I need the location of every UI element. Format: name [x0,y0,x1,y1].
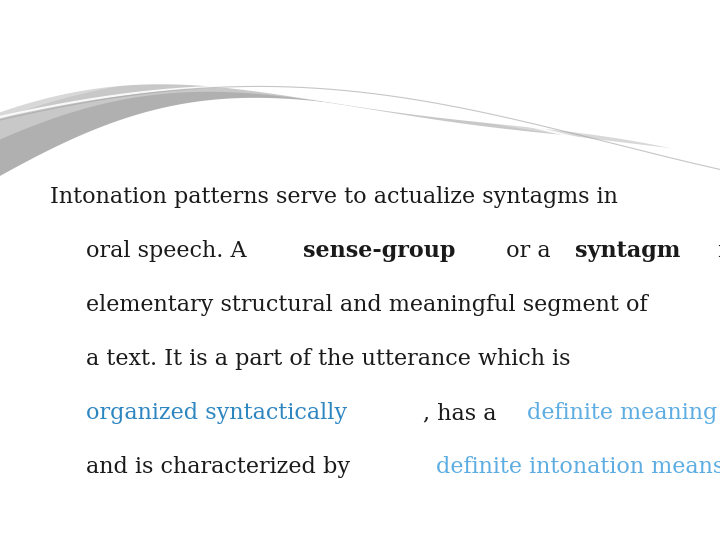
Text: elementary structural and meaningful segment of: elementary structural and meaningful seg… [86,294,648,316]
Polygon shape [0,0,720,160]
Text: organized syntactically: organized syntactically [86,402,348,424]
Polygon shape [0,0,720,153]
Polygon shape [0,0,720,176]
Polygon shape [0,0,720,154]
Text: is an: is an [711,240,720,262]
Text: oral speech. A: oral speech. A [86,240,254,262]
Text: definite intonation means: definite intonation means [436,456,720,478]
Text: and is characterized by: and is characterized by [86,456,358,478]
Text: sense-group: sense-group [302,240,455,262]
Text: a text. It is a part of the utterance which is: a text. It is a part of the utterance wh… [86,348,571,370]
Text: definite meaning: definite meaning [527,402,718,424]
Text: syntagm: syntagm [575,240,680,262]
Text: , has a: , has a [423,402,504,424]
Text: or a: or a [499,240,558,262]
Text: Intonation patterns serve to actualize syntagms in: Intonation patterns serve to actualize s… [50,186,618,208]
